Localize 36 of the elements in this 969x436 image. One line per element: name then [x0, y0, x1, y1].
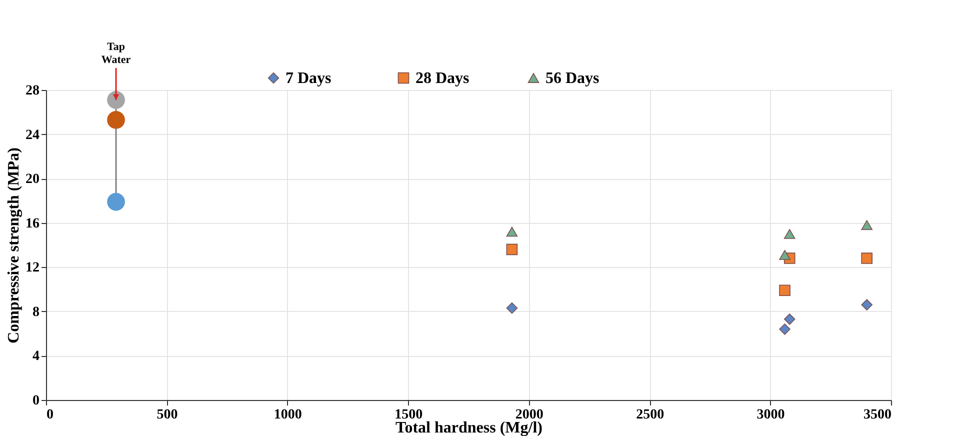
point: [779, 284, 790, 296]
point: [784, 314, 796, 325]
x-tick-label: 3000: [756, 408, 785, 422]
y-tick-label: 4: [32, 349, 40, 364]
point: [506, 244, 518, 256]
point: [779, 324, 790, 335]
x-tick-label: 500: [156, 408, 178, 422]
y-tick-label: 8: [32, 304, 40, 320]
legend-label: 56 Days: [546, 70, 600, 87]
point: [779, 250, 790, 260]
x-tick-label: 0: [46, 408, 54, 422]
x-tick-label: 2500: [636, 408, 664, 422]
y-tick-label: 16: [26, 216, 40, 232]
y-tick-label: 12: [26, 260, 40, 276]
point: [107, 91, 125, 109]
legend-label: 7 Days: [286, 70, 332, 87]
x-tick-label: 2000: [515, 408, 544, 422]
point: [107, 192, 125, 211]
y-tick-label: 0: [32, 394, 40, 408]
point: [506, 302, 518, 314]
point: [861, 299, 872, 310]
y-tick-label: 24: [26, 128, 40, 143]
point: [107, 110, 125, 129]
y-tick-label: 28: [26, 84, 40, 98]
x-tick-label: 3500: [864, 408, 892, 422]
y-axis-title: Compressive strength (MPa): [6, 148, 22, 344]
point: [506, 226, 518, 237]
x-axis-title: Total hardness (Mg/l): [396, 420, 542, 436]
y-tick-label: 20: [26, 172, 40, 188]
legend-label: 28 Days: [416, 70, 470, 87]
x-tick-label: 1500: [394, 408, 423, 422]
point: [784, 228, 796, 239]
point: [861, 220, 872, 230]
annotation: Tap Water: [101, 40, 131, 66]
x-tick-label: 1000: [274, 408, 302, 422]
point: [861, 252, 872, 264]
